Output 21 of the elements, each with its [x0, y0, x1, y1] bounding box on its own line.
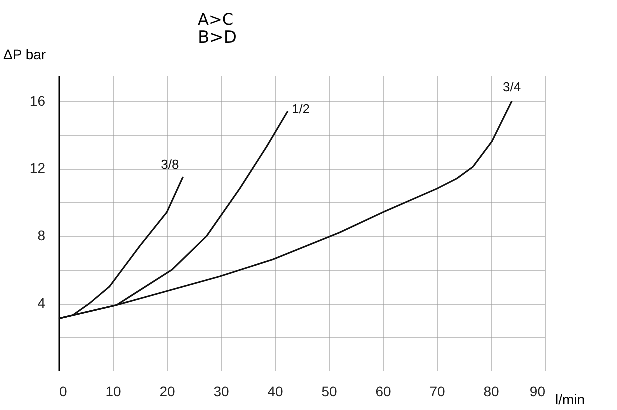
chart-title: A>C [198, 10, 234, 29]
x-axis-title: l/min [556, 392, 586, 408]
x-tick-label: 70 [430, 384, 446, 400]
y-tick-label: 16 [30, 92, 46, 109]
x-tick-label: 40 [268, 384, 284, 400]
x-tick-label: 90 [530, 384, 546, 400]
y-tick-label: 4 [38, 295, 46, 312]
y-tick-label: 12 [30, 160, 46, 176]
x-tick-label: 0 [60, 384, 68, 400]
x-tick-label: 50 [322, 384, 338, 400]
x-tick-label: 20 [160, 384, 176, 400]
series-label: 3/4 [503, 79, 522, 94]
x-tick-label: 80 [484, 384, 500, 400]
x-tick-label: 10 [106, 384, 122, 400]
x-tick-label: 60 [376, 384, 392, 400]
x-tick-label: 30 [214, 384, 230, 400]
series-label: 1/2 [292, 101, 310, 116]
series-label: 3/8 [161, 157, 180, 172]
y-tick-label: 8 [38, 228, 46, 244]
chart-subtitle: B>D [198, 28, 237, 48]
y-axis-title: ΔP bar [4, 46, 46, 62]
